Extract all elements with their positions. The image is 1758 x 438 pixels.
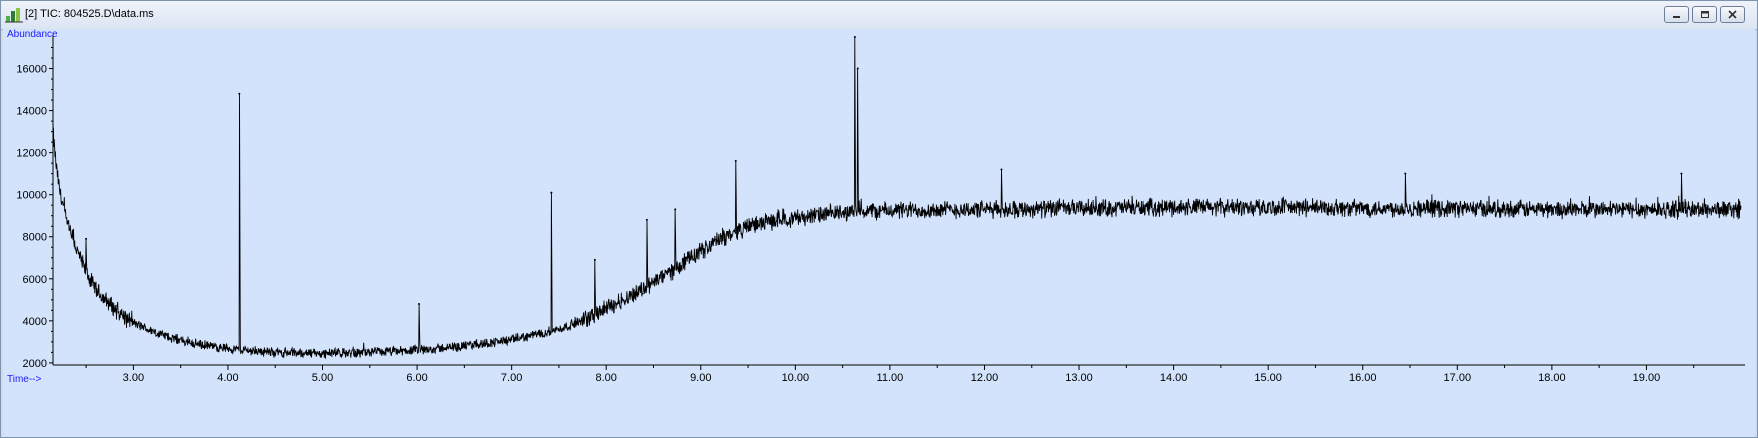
close-icon: [1728, 10, 1737, 19]
y-tick-label: 12000: [16, 148, 47, 160]
window-titlebar[interactable]: [2] TIC: 804525.D\data.ms: [1, 1, 1757, 30]
peak-apex: [417, 303, 420, 306]
x-tick-label: 9.00: [690, 372, 711, 384]
chromatogram-app-icon: [5, 8, 23, 23]
x-axis-title: Time-->: [7, 374, 42, 385]
chromatogram-plot-area[interactable]: 2000 4000 6000 8000 10000 12000 14000 16000 3.0…: [3, 29, 1755, 437]
y-tick-label: 16000: [16, 64, 47, 76]
y-axis-title: Abundance: [7, 29, 58, 40]
x-tick-label: 5.00: [312, 372, 333, 384]
x-tick-label: 12.00: [971, 372, 999, 384]
peak-apex: [856, 67, 859, 70]
x-tick-label: 10.00: [782, 372, 810, 384]
tic-trace-line: [52, 36, 1742, 359]
minimize-icon: [1673, 16, 1680, 18]
peak-apex: [1404, 172, 1407, 175]
x-tick-label: 11.00: [877, 372, 904, 384]
x-tick-label: 14.00: [1160, 372, 1188, 384]
peak-apex: [645, 218, 648, 221]
y-tick-label: 2000: [23, 358, 47, 370]
tic-trace: [52, 36, 1742, 359]
minimize-button[interactable]: [1664, 6, 1689, 23]
x-tick-label: 8.00: [595, 372, 616, 384]
peak-apex: [593, 258, 596, 261]
peak-apex: [238, 92, 241, 95]
x-tick-label: 3.00: [123, 372, 144, 384]
x-tick-label: 19.00: [1633, 372, 1661, 384]
peak-apex: [85, 237, 88, 240]
tic-chart[interactable]: 2000 4000 6000 8000 10000 12000 14000 16000 3.0…: [3, 29, 1755, 437]
x-tick-label: 4.00: [217, 372, 238, 384]
x-tick-label: 7.00: [501, 372, 522, 384]
close-button[interactable]: [1720, 6, 1745, 23]
x-tick-label: 18.00: [1538, 372, 1566, 384]
x-tick-label: 6.00: [406, 372, 427, 384]
peak-apex: [550, 191, 553, 194]
peak-apex: [853, 36, 856, 38]
peak-apex: [734, 160, 737, 163]
y-tick-label: 10000: [16, 190, 47, 202]
x-tick-label: 17.00: [1444, 372, 1472, 384]
x-axis: 3.00 4.00 5.00 6.00 7.00 8.00 9.00 10.00 11.00 12…: [53, 364, 1745, 384]
x-tick-label: 15.00: [1254, 372, 1282, 384]
y-axis: 2000 4000 6000 8000 10000 12000 14000 16000: [16, 33, 54, 370]
peak-apex: [674, 208, 677, 211]
y-tick-label: 6000: [23, 274, 47, 286]
x-tick-label: 13.00: [1065, 372, 1093, 384]
restore-button[interactable]: [1692, 6, 1717, 23]
window-title: [2] TIC: 804525.D\data.ms: [25, 8, 154, 20]
peak-apex: [1000, 168, 1003, 171]
y-tick-label: 4000: [23, 316, 47, 328]
x-tick-label: 16.00: [1349, 372, 1377, 384]
peak-apex: [1680, 172, 1683, 175]
y-tick-label: 14000: [16, 106, 47, 118]
y-tick-label: 8000: [23, 232, 47, 244]
restore-icon: [1701, 11, 1709, 18]
